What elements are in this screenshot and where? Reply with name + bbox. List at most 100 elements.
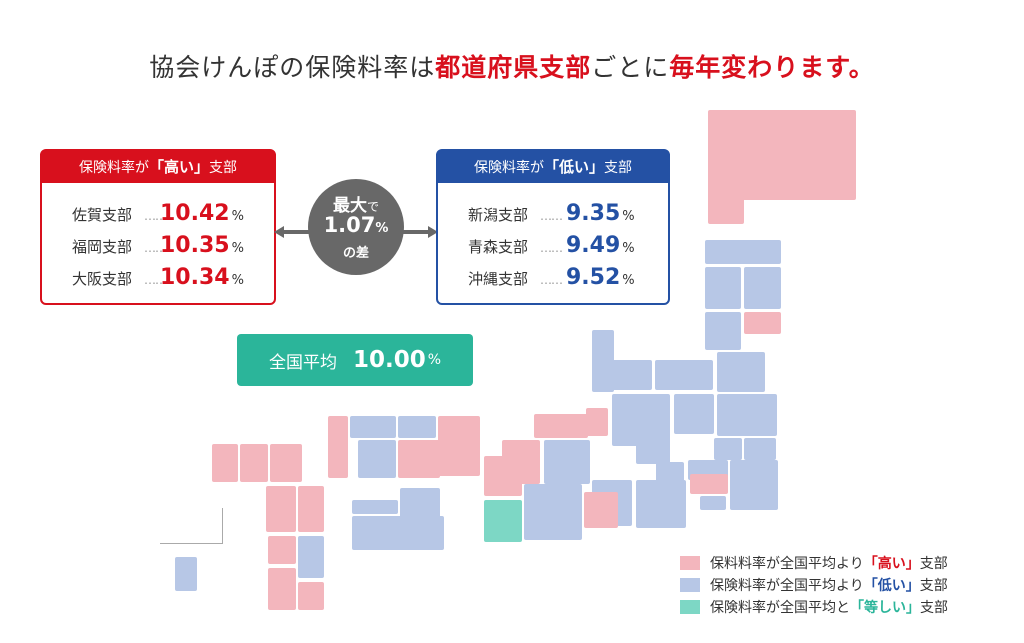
legend-item-low: 保険料率が全国平均より 「低い」 支部 xyxy=(680,574,1020,596)
prefecture-gifu xyxy=(636,394,670,464)
high-header-post: 支部 xyxy=(209,160,237,176)
okinawa-divider xyxy=(222,508,223,544)
prefecture-kochi xyxy=(352,516,444,550)
prefecture-kyoto xyxy=(534,414,588,438)
rate-value: 10.42 xyxy=(160,201,230,226)
prefecture-nagano xyxy=(674,394,714,434)
map-legend: 保料料率が全国平均より 「高い」 支部 保険料率が全国平均より 「低い」 支部 保険料率… xyxy=(680,552,1020,618)
average-value: 10.00 xyxy=(352,347,426,373)
low-header-q: 「低い」 xyxy=(543,158,604,176)
legend-text-post: 支部 xyxy=(919,578,948,594)
average-label: 全国平均 xyxy=(268,352,337,373)
prefecture-aomori xyxy=(705,240,781,264)
prefecture-wakayama xyxy=(484,500,522,542)
rate-value: 10.34 xyxy=(160,265,230,290)
prefecture-tochigi xyxy=(744,438,776,460)
dots: …… xyxy=(540,273,563,287)
diff-line1-small: で xyxy=(366,200,379,214)
prefecture-yamaguchi xyxy=(328,416,348,478)
branch-name: 大阪支部 xyxy=(72,270,133,288)
rate-value: 10.35 xyxy=(160,233,230,258)
branch-name: 沖縄支部 xyxy=(468,270,529,288)
high-header-q: 「高い」 xyxy=(148,158,209,176)
low-box-header: 保険料率が「低い」支部 xyxy=(438,151,668,183)
title-part1: 協会けんぽの保険料率は xyxy=(149,53,436,82)
legend-item-high: 保料料率が全国平均より 「高い」 支部 xyxy=(680,552,1020,574)
high-row-3: 大阪支部 …… 10.34 % xyxy=(72,265,244,295)
arrow-line-right xyxy=(390,230,430,234)
low-header-pre: 保険料率が xyxy=(473,160,544,176)
dots: …… xyxy=(144,241,167,255)
prefecture-ibaraki xyxy=(730,460,778,510)
low-row-1: 新潟支部 …… 9.35 % xyxy=(468,201,635,231)
prefecture-hyogo-north xyxy=(438,416,480,476)
legend-item-equal: 保険料率が全国平均と 「等しい」 支部 xyxy=(680,596,1020,618)
arrow-left-icon xyxy=(274,226,284,238)
high-rate-box: 保険料率が「高い」支部 佐賀支部 …… 10.42 % 福岡支部 …… 10.3… xyxy=(40,149,276,305)
prefecture-okinawa xyxy=(175,557,197,591)
high-row-1: 佐賀支部 …… 10.42 % xyxy=(72,201,244,231)
legend-text-post: 支部 xyxy=(920,600,948,616)
diff-line3: の差 xyxy=(342,246,369,261)
prefecture-nara xyxy=(524,484,582,540)
prefecture-iwate xyxy=(744,267,781,309)
prefecture-fukushima xyxy=(717,394,777,436)
diff-value-unit: % xyxy=(375,221,389,236)
prefecture-osaka xyxy=(584,492,618,528)
diff-line1-main: 最大 xyxy=(332,196,367,216)
diff-value-number: 1.07 xyxy=(323,213,376,237)
prefecture-hiroshima xyxy=(358,440,396,478)
prefecture-tokyo xyxy=(690,474,728,494)
legend-text: 保料料率が全国平均より xyxy=(710,556,864,572)
rate-unit: % xyxy=(622,209,635,224)
rate-unit: % xyxy=(622,273,635,288)
dots: …… xyxy=(540,241,563,255)
dots: …… xyxy=(144,273,167,287)
dots: …… xyxy=(540,209,563,223)
legend-text-post: 支部 xyxy=(919,556,948,572)
prefecture-kagoshima xyxy=(298,536,324,578)
rate-value: 9.35 xyxy=(566,201,621,226)
legend-swatch-high xyxy=(680,556,700,570)
prefecture-toyama xyxy=(612,394,640,446)
circle-background xyxy=(308,179,404,275)
legend-highlight: 「高い」 xyxy=(863,556,920,572)
prefecture-gunma xyxy=(714,438,742,460)
prefecture-kagoshima-south xyxy=(268,568,296,610)
prefecture-yamagata xyxy=(705,312,741,350)
page-title: 協会けんぽの保険料率は都道府県支部ごとに毎年変わります。 xyxy=(0,48,1024,84)
prefecture-nagasaki xyxy=(266,486,296,532)
high-row-2: 福岡支部 …… 10.35 % xyxy=(72,233,244,263)
prefecture-shimane xyxy=(350,416,396,438)
rate-unit: % xyxy=(231,273,244,288)
branch-name: 福岡支部 xyxy=(72,238,133,256)
legend-highlight: 「低い」 xyxy=(863,578,920,594)
prefecture-fukui xyxy=(586,408,608,436)
prefecture-okayama xyxy=(398,440,440,478)
prefecture-kumamoto xyxy=(298,486,324,532)
okinawa-divider-h xyxy=(160,543,223,544)
low-rate-box: 保険料率が「低い」支部 新潟支部 …… 9.35 % 青森支部 …… 9.49 … xyxy=(436,149,670,305)
legend-highlight: 「等しい」 xyxy=(850,600,920,616)
prefecture-miyazaki xyxy=(268,536,296,564)
high-box-header: 保険料率が「高い」支部 xyxy=(42,151,274,183)
legend-text: 保険料率が全国平均と xyxy=(710,600,850,616)
prefecture-ishikawa xyxy=(592,330,614,392)
branch-name: 青森支部 xyxy=(468,238,529,256)
prefecture-kagawa xyxy=(352,500,398,514)
low-row-2: 青森支部 …… 9.49 % xyxy=(468,233,635,263)
low-header-post: 支部 xyxy=(604,160,632,176)
rate-value: 9.52 xyxy=(566,265,621,290)
rate-value: 9.49 xyxy=(566,233,621,258)
difference-circle: 最大で 1.07% の差 xyxy=(308,159,404,295)
prefecture-tottori xyxy=(398,416,436,438)
legend-swatch-low xyxy=(680,578,700,592)
prefecture-kyushu-south xyxy=(298,582,324,610)
rate-unit: % xyxy=(231,241,244,256)
prefecture-mie xyxy=(544,440,590,484)
legend-text: 保険料率が全国平均より xyxy=(710,578,864,594)
prefecture-fukuoka xyxy=(212,444,238,482)
title-part3: ごとに xyxy=(591,53,670,82)
prefecture-niigata xyxy=(655,360,713,390)
